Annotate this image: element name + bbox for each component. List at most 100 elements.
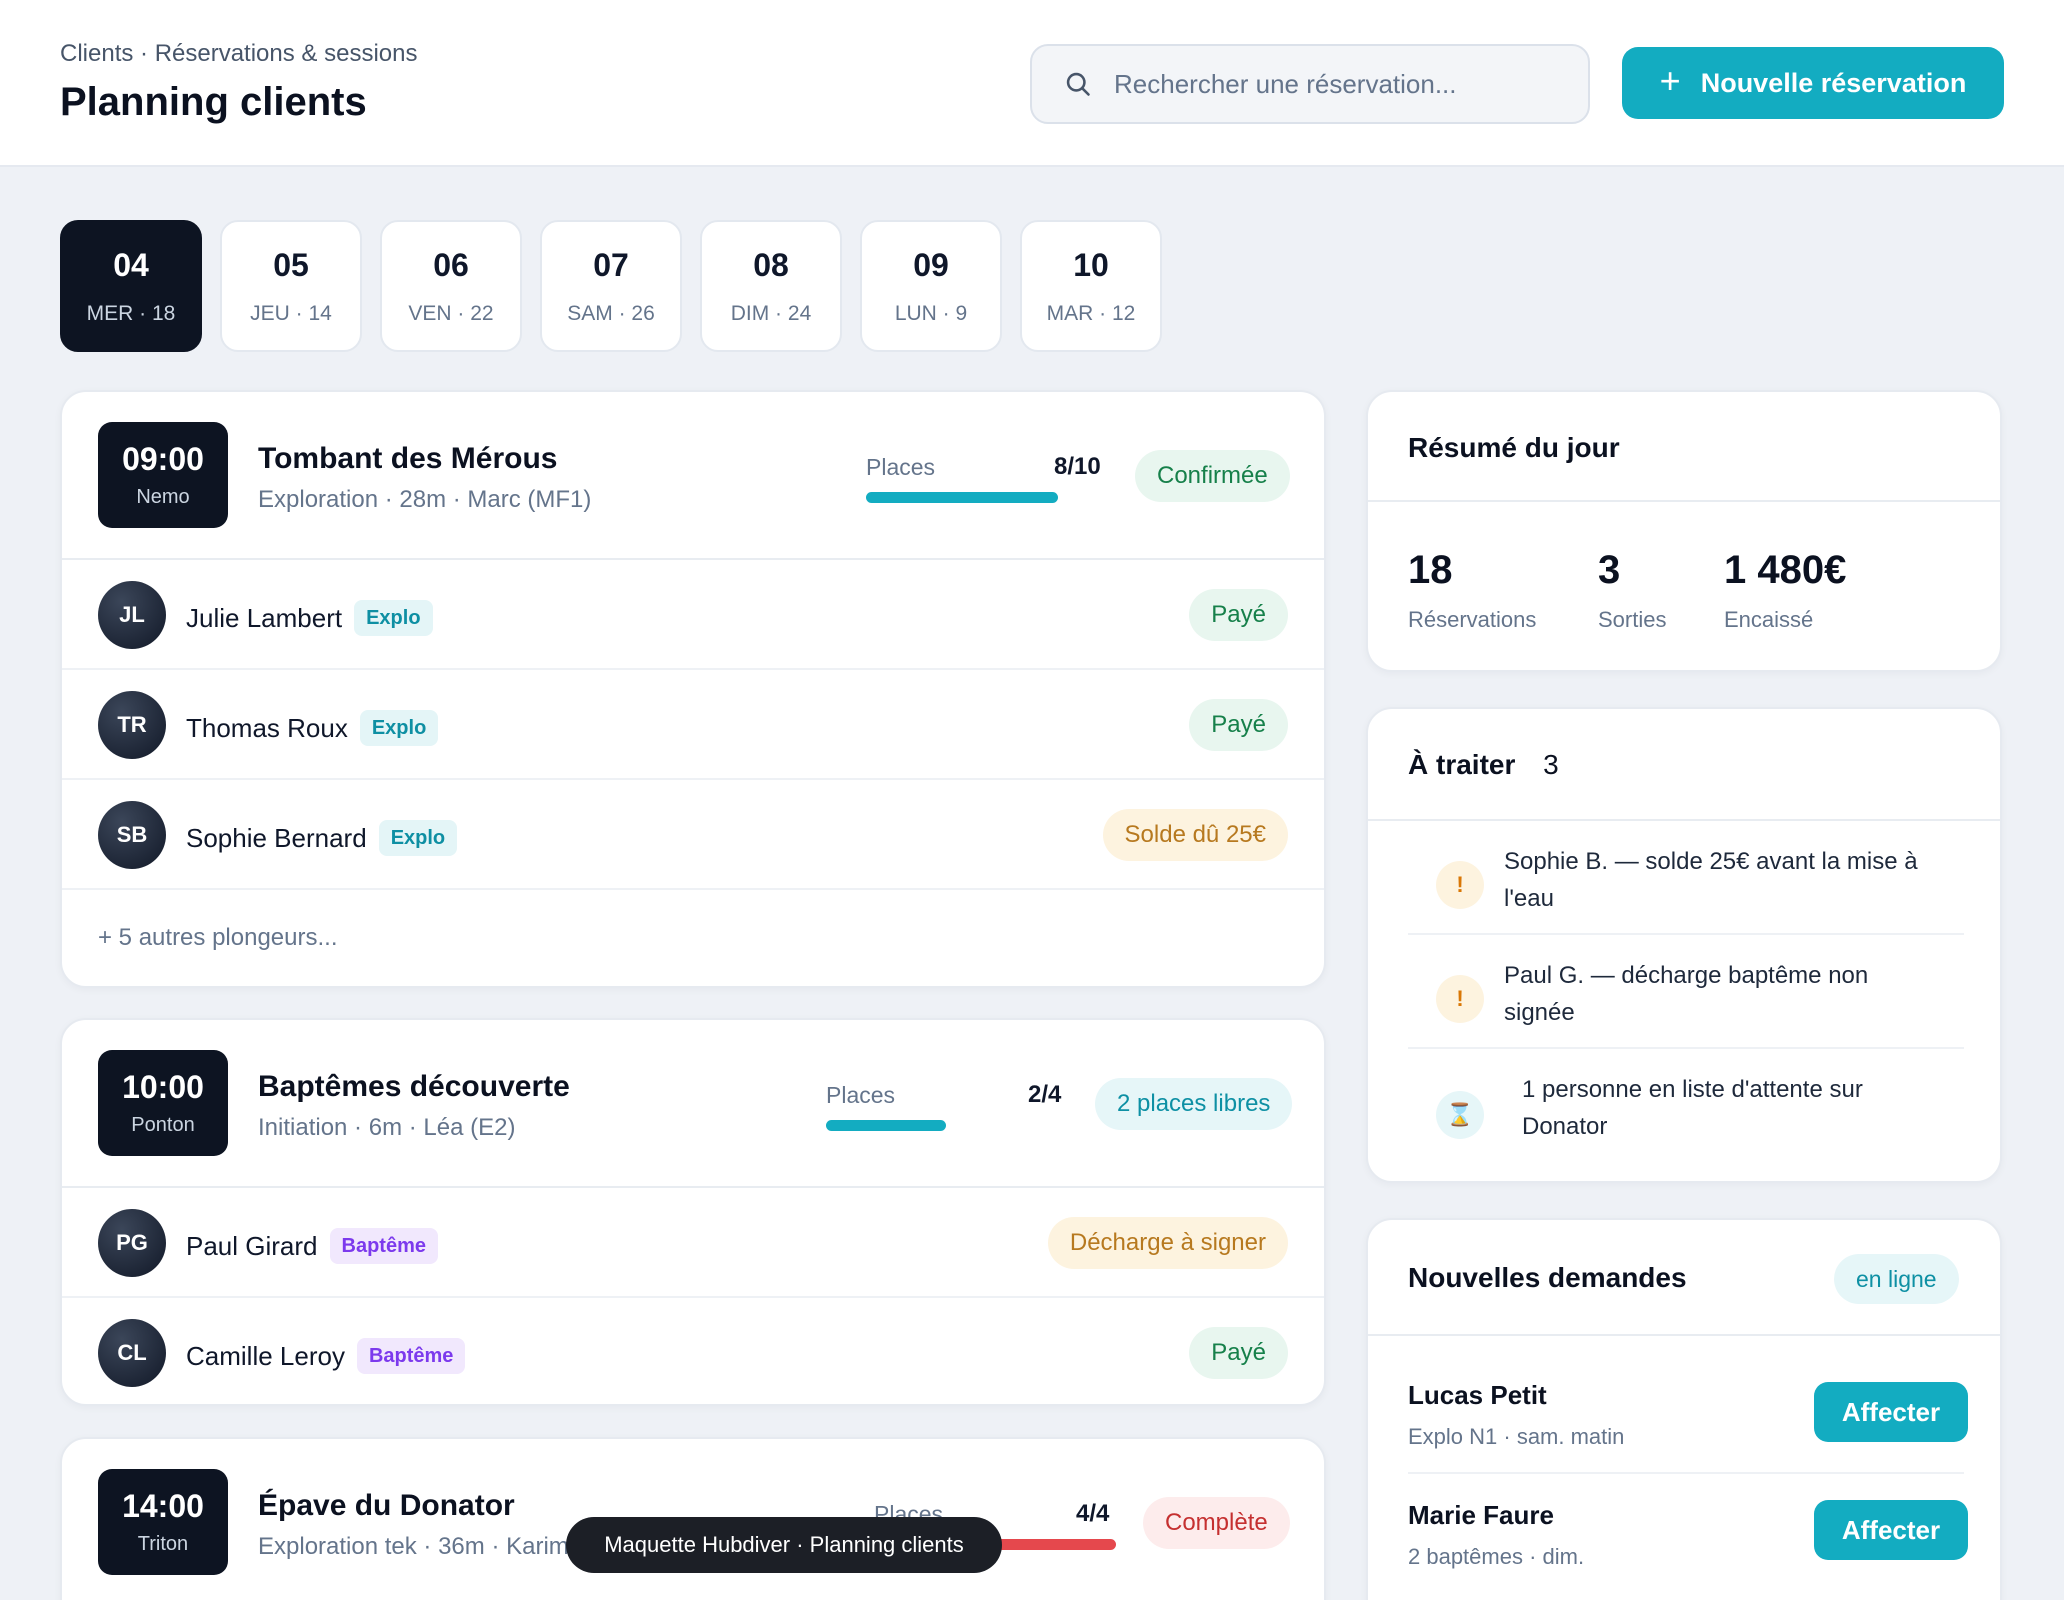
- plus-icon: +: [1659, 60, 1681, 101]
- places-count: 8/10: [1054, 453, 1101, 480]
- day-tab-07[interactable]: 07 SAM · 26: [540, 220, 682, 352]
- request-meta: Explo N1 · sam. matin: [1408, 1424, 1625, 1449]
- assign-button[interactable]: Affecter: [1814, 1382, 1968, 1442]
- payment-status-badge: Payé: [1189, 589, 1288, 641]
- diver-row[interactable]: TR Thomas Roux Explo Payé: [62, 670, 1324, 780]
- day-sub: LUN · 9: [894, 301, 968, 325]
- session-time-box: 09:00 Nemo: [98, 422, 228, 528]
- day-number: 09: [913, 246, 949, 283]
- day-tab-09[interactable]: 09 LUN · 9: [860, 220, 1002, 352]
- new-reservation-label: Nouvelle réservation: [1700, 67, 1967, 98]
- payment-status-badge: Payé: [1189, 1327, 1288, 1379]
- session-card-1: 09:00 Nemo Tombant des Mérous Exploratio…: [60, 390, 1326, 988]
- stat-sorties: 3 Sorties: [1598, 548, 1666, 633]
- level-tag: Explo: [378, 820, 458, 856]
- day-number: 10: [1073, 246, 1109, 283]
- session-time-box: 14:00 Triton: [98, 1469, 228, 1575]
- session-header[interactable]: 09:00 Nemo Tombant des Mérous Exploratio…: [62, 392, 1324, 560]
- day-number: 07: [593, 246, 629, 283]
- todo-count: 3: [1543, 749, 1559, 780]
- todo-item[interactable]: ⌛ 1 personne en liste d'attente sur Dona…: [1408, 1049, 1964, 1167]
- diver-name: Julie Lambert: [186, 602, 343, 633]
- request-name: Marie Faure: [1408, 1500, 1554, 1530]
- requests-divider: [1368, 1334, 2000, 1336]
- day-tab-10[interactable]: 10 MAR · 12: [1020, 220, 1162, 352]
- stat-value: 18: [1408, 548, 1453, 592]
- diver-name-wrap: Paul Girard Baptême: [186, 1228, 438, 1264]
- session-title: Tombant des Mérous: [258, 442, 558, 475]
- request-name: Lucas Petit: [1408, 1380, 1547, 1410]
- diver-row[interactable]: PG Paul Girard Baptême Décharge à signer: [62, 1188, 1324, 1298]
- places-bar: [866, 492, 1058, 503]
- day-sub: JEU · 14: [250, 301, 332, 325]
- day-sub: VEN · 22: [408, 301, 494, 325]
- diver-row[interactable]: SB Sophie Bernard Explo Solde dû 25€: [62, 780, 1324, 890]
- day-number: 05: [273, 246, 309, 283]
- search-icon: [1066, 72, 1090, 96]
- session-status-badge: 2 places libres: [1095, 1078, 1293, 1130]
- places-count: 4/4: [1076, 1500, 1110, 1527]
- day-sub: MAR · 12: [1046, 301, 1136, 325]
- level-tag: Explo: [359, 710, 439, 746]
- stat-label: Réservations: [1408, 607, 1537, 632]
- search-input[interactable]: [1114, 68, 1574, 100]
- online-badge: en ligne: [1834, 1254, 1959, 1304]
- day-sub: DIM · 24: [730, 301, 812, 325]
- diver-name: Paul Girard: [186, 1230, 318, 1261]
- session-header[interactable]: 10:00 Ponton Baptêmes découverte Initiat…: [62, 1020, 1324, 1188]
- page-title: Planning clients: [60, 80, 367, 124]
- payment-status-badge: Décharge à signer: [1047, 1217, 1288, 1269]
- requests-title: Nouvelles demandes: [1408, 1262, 1687, 1293]
- avatar: PG: [98, 1209, 166, 1277]
- request-divider: [1408, 1472, 1964, 1474]
- toast-label: Maquette Hubdiver · Planning clients: [566, 1517, 1002, 1573]
- top-bar: Clients · Réservations & sessions Planni…: [0, 0, 2064, 167]
- session-boat: Nemo: [136, 486, 190, 508]
- day-tab-05[interactable]: 05 JEU · 14: [220, 220, 362, 352]
- day-tab-06[interactable]: 06 VEN · 22: [380, 220, 522, 352]
- level-tag: Baptême: [329, 1228, 438, 1264]
- avatar: CL: [98, 1319, 166, 1387]
- diver-row[interactable]: CL Camille Leroy Baptême Payé: [62, 1298, 1324, 1404]
- assign-button[interactable]: Affecter: [1814, 1500, 1968, 1560]
- places-count: 2/4: [1028, 1081, 1062, 1108]
- warning-icon: !: [1436, 861, 1484, 909]
- requests-card: Nouvelles demandes en ligne Lucas Petit …: [1366, 1218, 2002, 1600]
- todo-card: À traiter 3 ! Sophie B. — solde 25€ avan…: [1366, 707, 2002, 1183]
- new-reservation-button[interactable]: + Nouvelle réservation: [1622, 47, 2004, 119]
- day-selector: 04 MER · 18 05 JEU · 14 06 VEN · 22 07 S…: [60, 220, 1162, 352]
- stat-value: 1 480€: [1724, 548, 1847, 592]
- level-tag: Explo: [354, 600, 433, 636]
- stat-label: Sorties: [1598, 607, 1667, 632]
- session-header[interactable]: 14:00 Triton Épave du Donator Exploratio…: [62, 1439, 1324, 1600]
- session-title: Baptêmes découverte: [258, 1070, 570, 1103]
- places-label: Places: [826, 1082, 896, 1108]
- summary-divider: [1368, 500, 2000, 502]
- level-tag: Baptême: [356, 1338, 466, 1374]
- places-label: Places: [866, 454, 936, 480]
- session-boat: Triton: [137, 1533, 189, 1555]
- diver-row[interactable]: JL Julie Lambert Explo Payé: [62, 560, 1324, 670]
- day-number: 08: [753, 246, 789, 283]
- request-meta: 2 baptêmes · dim.: [1408, 1544, 1585, 1569]
- stat-value: 3: [1598, 548, 1621, 592]
- todo-item[interactable]: ! Sophie B. — solde 25€ avant la mise à …: [1408, 821, 1964, 935]
- todo-text: Sophie B. — solde 25€ avant la mise à l'…: [1504, 848, 1918, 912]
- search-box[interactable]: [1030, 44, 1590, 124]
- summary-card: Résumé du jour 18 Réservations 3 Sorties…: [1366, 390, 2002, 672]
- places-bar: [826, 1120, 946, 1131]
- more-divers-link[interactable]: + 5 autres plongeurs...: [98, 924, 338, 951]
- session-status-badge: Complète: [1143, 1497, 1290, 1549]
- session-title: Épave du Donator: [258, 1489, 515, 1522]
- diver-name: Thomas Roux: [186, 712, 348, 743]
- todo-item[interactable]: ! Paul G. — décharge baptême non signée: [1408, 935, 1964, 1049]
- day-sub: MER · 18: [86, 301, 176, 325]
- session-time-box: 10:00 Ponton: [98, 1050, 228, 1156]
- day-number: 06: [433, 246, 469, 283]
- warning-icon: !: [1436, 975, 1484, 1023]
- todo-divider: [1368, 819, 2000, 821]
- day-tab-04[interactable]: 04 MER · 18: [60, 220, 202, 352]
- breadcrumb: Clients · Réservations & sessions: [60, 40, 418, 67]
- diver-name: Camille Leroy: [186, 1340, 345, 1371]
- day-tab-08[interactable]: 08 DIM · 24: [700, 220, 842, 352]
